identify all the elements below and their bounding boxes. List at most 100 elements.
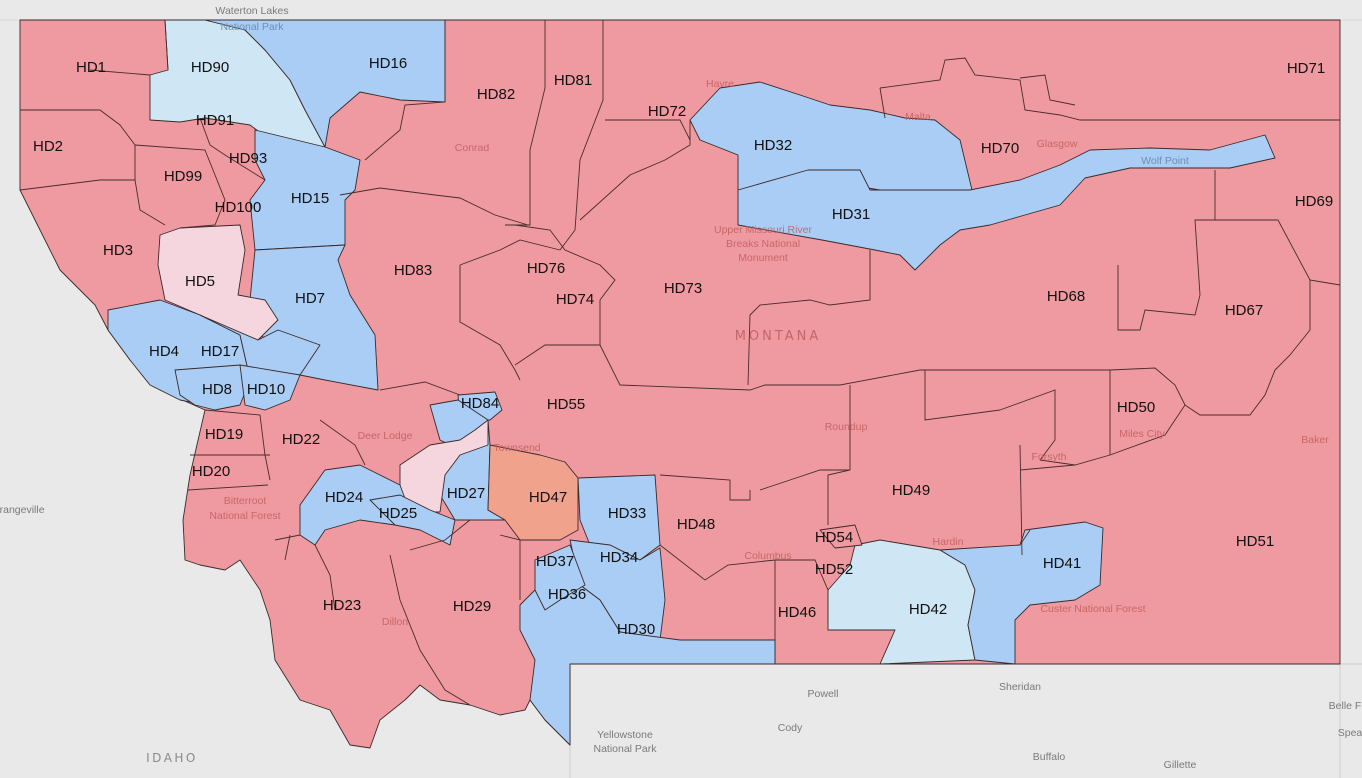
label-HD4: HD4 [149,343,179,360]
neighbor-label-idaho: IDAHO [146,751,198,765]
label-HD72: HD72 [648,103,686,120]
label-HD8: HD8 [202,381,232,398]
place-cody: Cody [778,722,803,734]
label-HD70: HD70 [981,140,1019,157]
place-miles-city: Miles City [1119,428,1165,440]
district-HD31[interactable] [737,134,1276,271]
label-HD69: HD69 [1295,193,1333,210]
place-baker: Baker [1301,434,1329,446]
label-HD17: HD17 [201,343,239,360]
label-HD25: HD25 [379,505,417,522]
district-boundaries [19,19,1341,706]
label-HD100: HD100 [215,199,262,216]
label-HD34: HD34 [600,549,638,566]
label-HD47: HD47 [529,489,567,506]
place-columbus: Columbus [744,550,791,562]
place-powell: Powell [808,688,839,700]
place-upper-missouri-2: Breaks National [726,238,800,250]
label-HD29: HD29 [453,598,491,615]
label-HD37: HD37 [536,553,574,570]
place-upper-missouri-3: Monument [738,252,788,264]
label-HD5: HD5 [185,273,215,290]
place-bitterroot-1: Bitterroot [224,495,267,507]
place-havre: Havre [706,78,734,90]
place-yellowstone-1: Yellowstone [597,729,653,741]
label-HD73: HD73 [664,280,702,297]
districts-layer [19,19,1341,749]
place-townsend: Townsend [493,442,540,454]
label-HD84: HD84 [461,395,499,412]
district-HD36[interactable] [534,544,586,611]
label-HD23: HD23 [323,597,361,614]
label-HD93: HD93 [229,150,267,167]
place-waterton: Waterton Lakes [215,5,288,17]
label-HD20: HD20 [192,463,230,480]
place-upper-missouri-1: Upper Missouri River [714,224,813,236]
label-HD83: HD83 [394,262,432,279]
state-label: MONTANA [735,329,822,344]
label-HD22: HD22 [282,431,320,448]
place-roundup: Roundup [825,421,868,433]
district-HD47[interactable] [487,444,579,541]
label-HD16: HD16 [369,55,407,72]
district-HD41[interactable] [939,521,1104,665]
place-conrad: Conrad [455,142,490,154]
label-HD50: HD50 [1117,399,1155,416]
label-HD7: HD7 [295,290,325,307]
label-HD68: HD68 [1047,288,1085,305]
label-HD41: HD41 [1043,555,1081,572]
place-custer: Custer National Forest [1040,603,1145,615]
label-HD32: HD32 [754,137,792,154]
place-bitterroot-2: National Forest [209,510,280,522]
place-malta: Malta [905,111,931,123]
label-HD82: HD82 [477,86,515,103]
label-HD54: HD54 [815,529,853,546]
place-labels: Waterton Lakes National Park Conrad Havr… [0,5,1362,771]
place-hardin: Hardin [933,536,964,548]
label-HD52: HD52 [815,561,853,578]
label-HD36: HD36 [548,586,586,603]
place-deer-lodge: Deer Lodge [358,430,413,442]
label-HD46: HD46 [778,604,816,621]
label-HD55: HD55 [547,396,585,413]
label-HD49: HD49 [892,482,930,499]
label-HD10: HD10 [247,381,285,398]
label-HD67: HD67 [1225,302,1263,319]
label-HD2: HD2 [33,138,63,155]
label-HD19: HD19 [205,426,243,443]
label-HD31: HD31 [832,206,870,223]
district-HD25[interactable] [369,494,456,546]
district-labels: HD1 HD90 HD16 HD82 HD81 HD71 HD72 HD2 HD… [33,55,1333,638]
label-HD90: HD90 [191,59,229,76]
label-HD51: HD51 [1236,533,1274,550]
label-HD33: HD33 [608,505,646,522]
label-HD91: HD91 [196,112,234,129]
place-glacier: National Park [220,21,284,33]
label-HD27: HD27 [447,485,485,502]
place-belle: Belle F [1329,700,1362,712]
place-spear: Spea [1338,727,1362,739]
district-HD54[interactable] [819,524,863,549]
label-HD24: HD24 [325,489,363,506]
label-HD74: HD74 [556,291,594,308]
district-HD30[interactable] [519,579,776,746]
place-yellowstone-2: National Park [593,743,657,755]
place-buffalo: Buffalo [1033,751,1066,763]
place-orangeville: Orangeville [0,504,45,516]
district-HD10[interactable] [239,364,301,411]
place-forsyth: Forsyth [1031,451,1066,463]
label-HD71: HD71 [1287,60,1325,77]
place-glasgow: Glasgow [1037,138,1078,150]
place-gillette: Gillette [1164,759,1197,771]
label-HD81: HD81 [554,72,592,89]
label-HD48: HD48 [677,516,715,533]
label-HD99: HD99 [164,168,202,185]
label-HD3: HD3 [103,242,133,259]
label-HD30: HD30 [617,621,655,638]
label-HD1: HD1 [76,59,106,76]
place-sheridan: Sheridan [999,681,1041,693]
label-HD42: HD42 [909,601,947,618]
place-wolf-point: Wolf Point [1141,155,1189,167]
label-HD15: HD15 [291,190,329,207]
